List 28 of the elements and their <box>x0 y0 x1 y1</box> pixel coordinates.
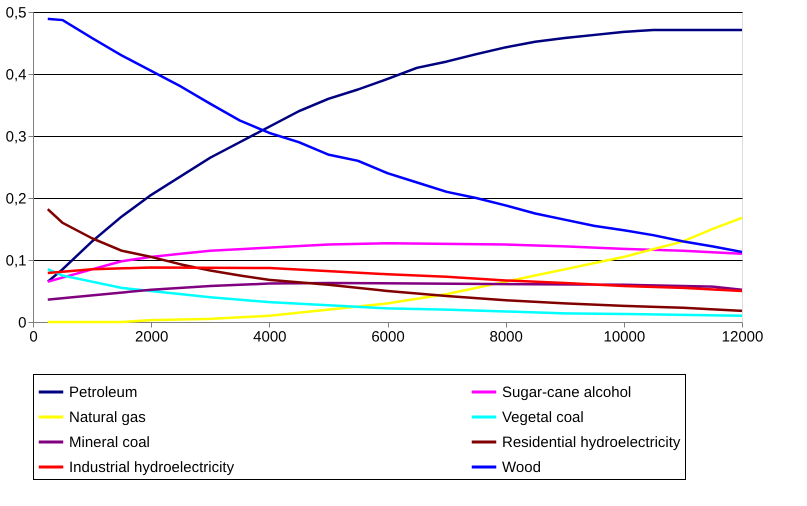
y-tick-label: 0,4 <box>6 66 26 84</box>
line-series <box>46 18 744 254</box>
x-tick-label: 12000 <box>722 328 764 346</box>
y-tick-label: 0,5 <box>6 4 26 22</box>
line-series <box>46 242 744 283</box>
y-tick-label: 0 <box>18 314 26 332</box>
legend-label: Wood <box>502 459 541 476</box>
x-tick-label: 4000 <box>253 328 287 346</box>
legend-label: Sugar-cane alcohol <box>502 384 632 401</box>
y-tick-label: 0,3 <box>6 128 26 146</box>
x-tick-label: 2000 <box>134 328 168 346</box>
legend-label: Mineral coal <box>69 434 150 451</box>
x-tick-label: 8000 <box>489 328 523 346</box>
line-series <box>46 266 744 292</box>
line-series <box>46 268 744 318</box>
legend-label: Residential hydroelectricity <box>502 434 681 451</box>
x-tick-label: 0 <box>29 328 38 346</box>
y-tick-label: 0,1 <box>6 252 26 270</box>
line-series <box>46 28 744 283</box>
x-tick-label: 10000 <box>603 328 646 346</box>
line-series <box>46 208 744 312</box>
legend-label: Petroleum <box>69 384 138 401</box>
x-tick-label: 6000 <box>371 328 405 346</box>
legend-label: Natural gas <box>69 409 146 426</box>
legend-label: Vegetal coal <box>502 409 584 426</box>
y-tick-label: 0,2 <box>6 190 26 208</box>
legend-label: Industrial hydroelectricity <box>69 459 235 476</box>
line-series <box>46 216 744 324</box>
